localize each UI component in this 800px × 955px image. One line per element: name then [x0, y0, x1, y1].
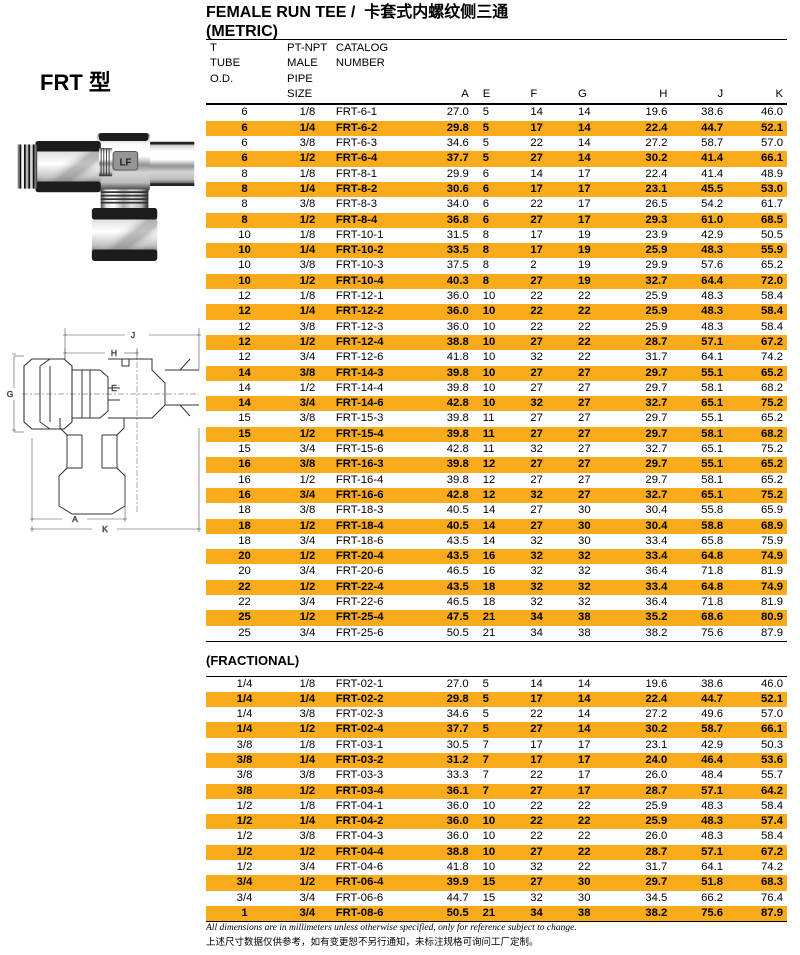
svg-text:J: J: [131, 330, 135, 340]
svg-text:H: H: [111, 348, 117, 358]
svg-text:E: E: [111, 383, 117, 393]
svg-text:A: A: [72, 514, 78, 524]
svg-text:G: G: [7, 389, 14, 399]
svg-text:K: K: [102, 524, 108, 534]
svg-text:LF: LF: [119, 158, 131, 169]
